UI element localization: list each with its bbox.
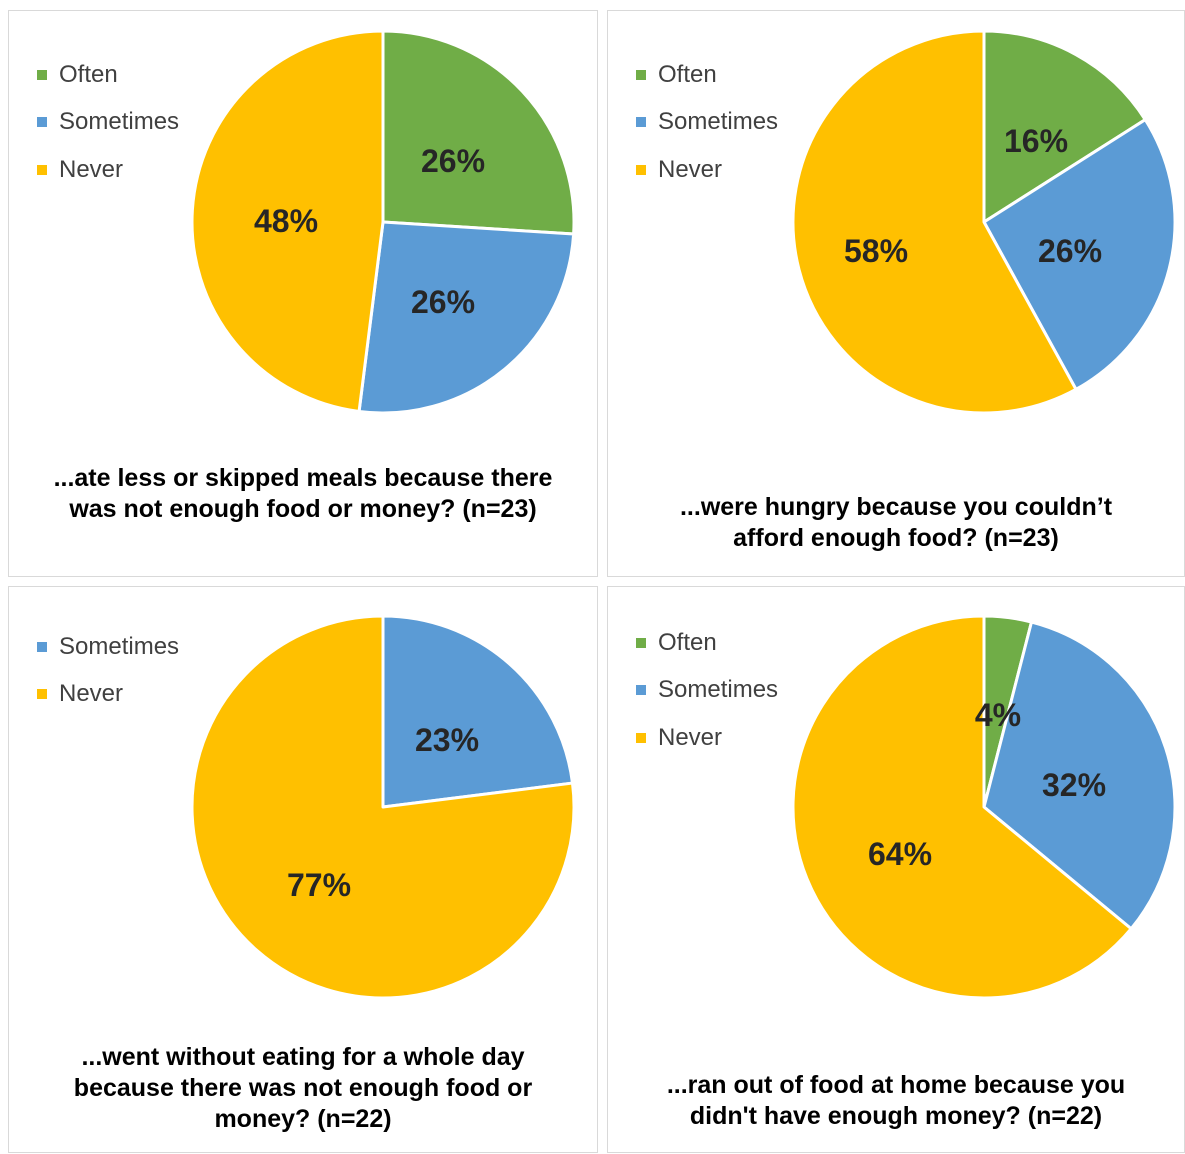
pie-slice-sometimes bbox=[381, 614, 574, 809]
pie-slice-never bbox=[791, 29, 1078, 415]
legend-swatch bbox=[37, 164, 47, 175]
pie-slice-never bbox=[190, 29, 385, 413]
legend-label: Sometimes bbox=[59, 108, 180, 136]
legend: Often Sometimes Never bbox=[37, 51, 179, 194]
legend-item-never: Never bbox=[636, 714, 778, 762]
data-label-never: 64% bbox=[868, 836, 932, 872]
data-label-never: 48% bbox=[254, 203, 318, 239]
pie-slice-sometimes bbox=[357, 220, 576, 415]
legend-swatch bbox=[636, 685, 646, 696]
legend-label: Sometimes bbox=[658, 108, 779, 136]
legend-swatch bbox=[636, 117, 646, 128]
pie-slice-never bbox=[791, 614, 1133, 1000]
legend-item-often: Often bbox=[37, 51, 179, 99]
data-label-often: 26% bbox=[421, 143, 485, 179]
legend-swatch bbox=[636, 69, 646, 80]
legend-swatch bbox=[636, 637, 646, 648]
data-label-sometimes: 23% bbox=[415, 722, 479, 758]
data-label-sometimes: 26% bbox=[1038, 233, 1102, 269]
legend-swatch bbox=[37, 641, 47, 652]
legend-item-never: Never bbox=[636, 146, 778, 194]
legend-item-sometimes: Sometimes bbox=[636, 99, 778, 147]
pie-chart-without-eating: 23% 77% bbox=[190, 614, 576, 1000]
legend-label: Never bbox=[658, 723, 723, 751]
chart-panel-ate-less: 26% 26% 48% Often Sometimes Never ...ate les… bbox=[8, 10, 598, 577]
legend-item-sometimes: Sometimes bbox=[37, 623, 179, 671]
legend-label: Sometimes bbox=[658, 676, 779, 704]
pie-chart-were-hungry: 16% 26% 58% bbox=[791, 29, 1177, 415]
legend-item-sometimes: Sometimes bbox=[37, 99, 179, 147]
legend-swatch bbox=[636, 732, 646, 743]
legend-swatch bbox=[37, 689, 47, 700]
pie-chart-ate-less: 26% 26% 48% bbox=[190, 29, 576, 415]
legend-label: Sometimes bbox=[59, 632, 180, 660]
data-label-often: 4% bbox=[975, 697, 1021, 733]
legend-item-never: Never bbox=[37, 146, 179, 194]
legend-label: Never bbox=[59, 155, 124, 183]
legend-swatch bbox=[37, 117, 47, 128]
legend: Often Sometimes Never bbox=[636, 619, 778, 762]
data-label-sometimes: 26% bbox=[411, 284, 475, 320]
chart-panel-were-hungry: 16% 26% 58% Often Sometimes Never ...were hu… bbox=[607, 10, 1185, 577]
chart-title: ...went without eating for a whole day b… bbox=[73, 1043, 533, 1133]
data-label-often: 16% bbox=[1004, 123, 1068, 159]
chart-title: ...were hungry because you couldn’t affo… bbox=[679, 493, 1113, 552]
legend-label: Often bbox=[658, 628, 717, 656]
data-label-sometimes: 32% bbox=[1042, 767, 1106, 803]
legend: Often Sometimes Never bbox=[636, 51, 778, 194]
legend-label: Never bbox=[658, 155, 723, 183]
legend-label: Never bbox=[59, 680, 124, 708]
data-label-never: 77% bbox=[287, 867, 351, 903]
legend-swatch bbox=[636, 164, 646, 175]
legend-label: Often bbox=[59, 60, 118, 88]
pie-slice-sometimes bbox=[982, 118, 1177, 391]
chart-panel-without-eating: 23% 77% Sometimes Never ...went without ea… bbox=[8, 586, 598, 1153]
pie-slice-never bbox=[190, 614, 576, 1000]
legend-swatch bbox=[37, 69, 47, 80]
pie-slice-often bbox=[381, 29, 576, 236]
legend-item-often: Often bbox=[636, 51, 778, 99]
pie-slice-sometimes bbox=[982, 620, 1177, 931]
pie-chart-ran-out: 4% 32% 64% bbox=[791, 614, 1177, 1000]
legend-item-sometimes: Sometimes bbox=[636, 667, 778, 715]
chart-panel-ran-out: 4% 32% 64% Often Sometimes Never ...ran out … bbox=[607, 586, 1185, 1153]
pie-slice-often bbox=[982, 29, 1147, 224]
legend-item-often: Often bbox=[636, 619, 778, 667]
chart-title: ...ran out of food at home because you d… bbox=[666, 1071, 1126, 1130]
data-label-never: 58% bbox=[844, 233, 908, 269]
legend-label: Often bbox=[658, 60, 717, 88]
chart-title: ...ate less or skipped meals because the… bbox=[53, 464, 553, 523]
legend: Sometimes Never bbox=[37, 623, 179, 718]
legend-item-never: Never bbox=[37, 671, 179, 719]
